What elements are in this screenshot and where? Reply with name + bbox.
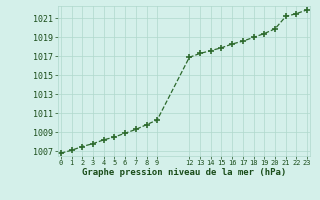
X-axis label: Graphe pression niveau de la mer (hPa): Graphe pression niveau de la mer (hPa) (82, 168, 286, 177)
